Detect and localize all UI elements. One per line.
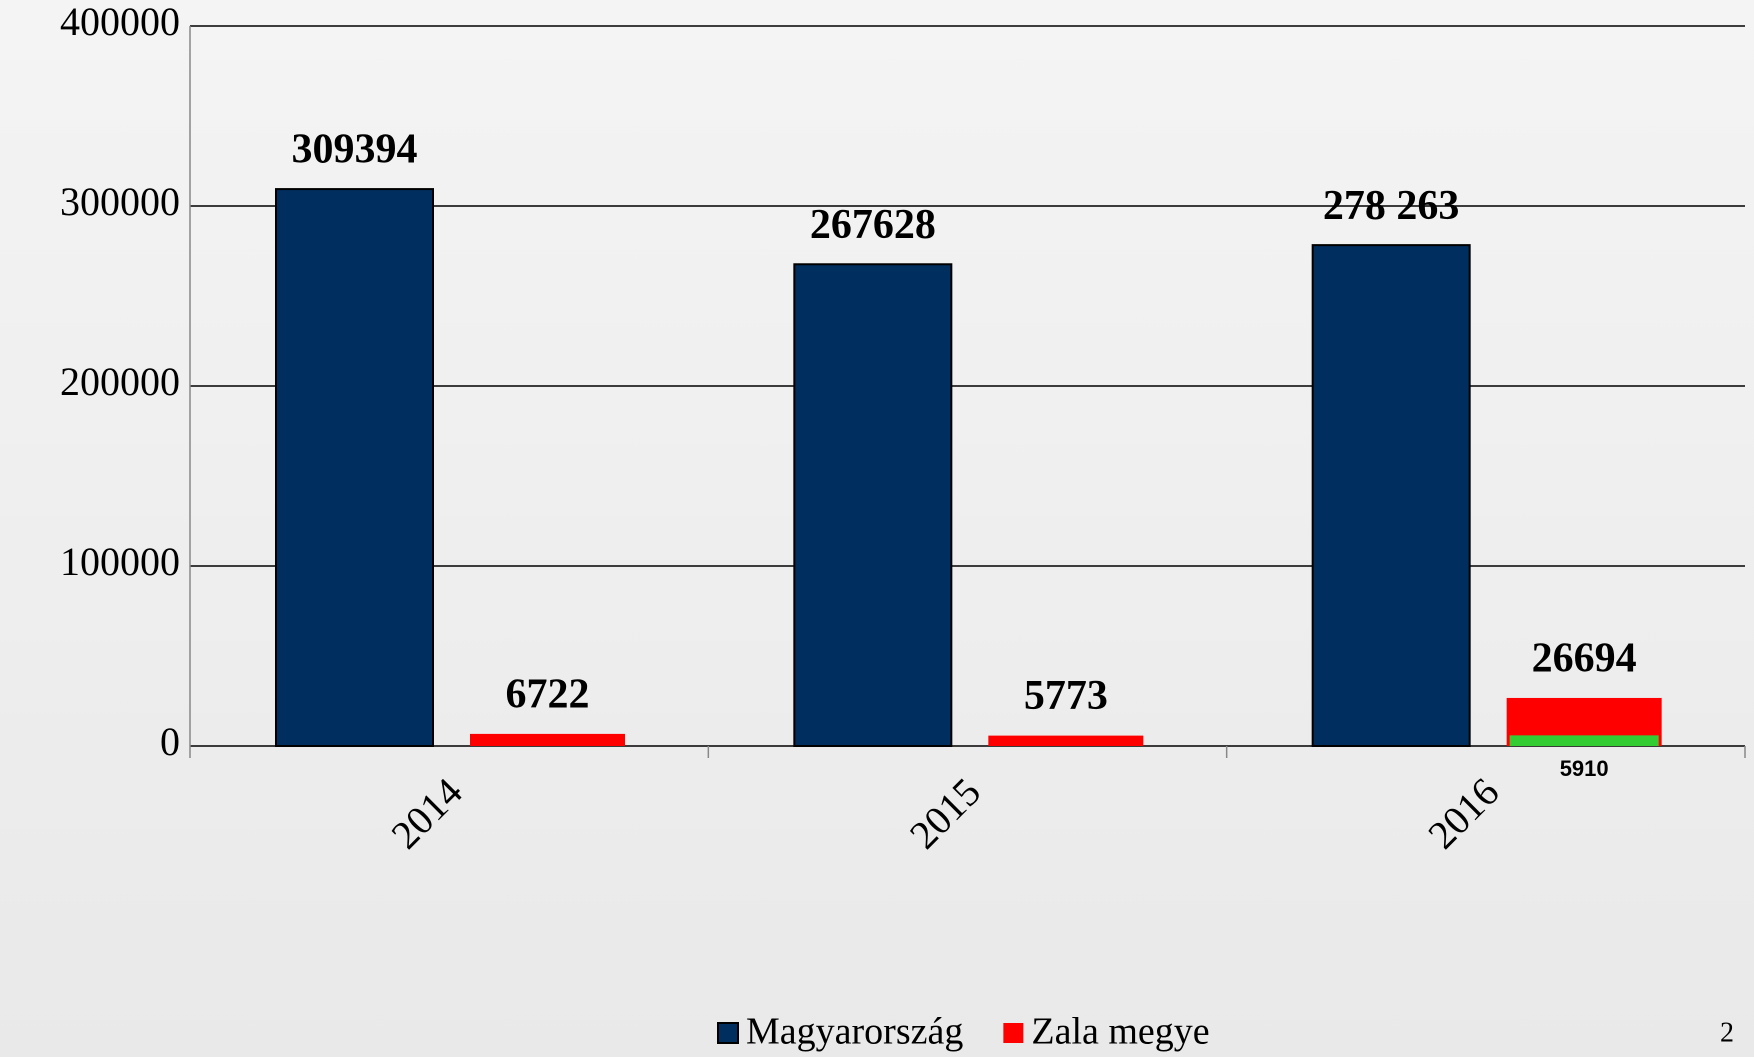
data-label: 267628 (810, 202, 936, 248)
data-label: 309394 (292, 127, 418, 173)
bar (470, 733, 625, 746)
data-label: 5910 (1560, 756, 1609, 781)
y-tick-label: 400000 (60, 0, 180, 44)
legend-swatch (717, 1022, 739, 1044)
bar (988, 735, 1144, 746)
y-tick-label: 200000 (60, 359, 180, 404)
data-label: 6722 (506, 672, 590, 718)
x-tick-label: 2016 (1419, 769, 1507, 857)
data-label: 5773 (1024, 673, 1108, 719)
bar (275, 188, 434, 747)
legend-label: Zala megye (1031, 1011, 1209, 1053)
page-number: 2 (1720, 1017, 1734, 1048)
legend-label: Magyarország (746, 1011, 963, 1053)
bar (793, 263, 953, 747)
data-label: 278 263 (1323, 183, 1460, 229)
y-tick-label: 0 (160, 719, 180, 764)
data-label: 26694 (1532, 636, 1637, 682)
y-tick-label: 300000 (60, 179, 180, 224)
legend-swatch (1003, 1023, 1024, 1043)
x-tick-label: 2014 (382, 769, 470, 857)
y-tick-label: 100000 (60, 539, 180, 584)
x-tick-label: 2015 (901, 769, 989, 857)
bar (1311, 244, 1471, 748)
bar (1509, 735, 1659, 746)
